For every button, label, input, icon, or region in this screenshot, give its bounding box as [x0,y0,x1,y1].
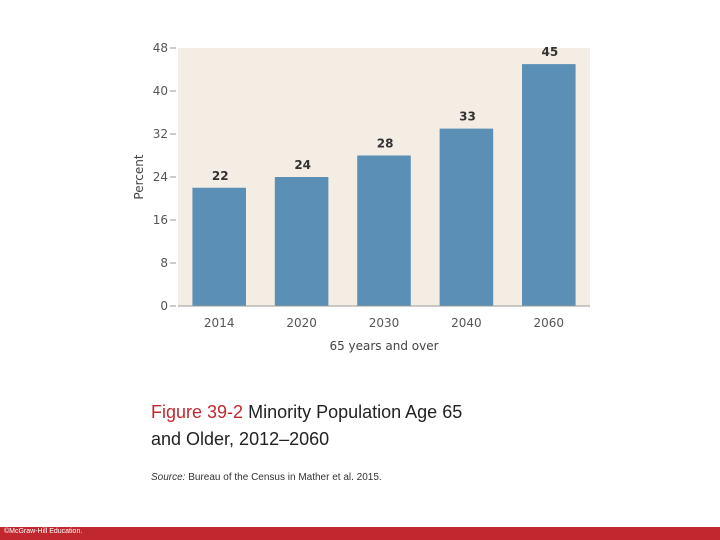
data-label-2030: 28 [377,137,394,151]
bar-2030 [357,155,411,306]
figure-title-line2: and Older, 2012–2060 [151,429,330,449]
bar-chart: 0 8 16 24 32 40 48 22 24 28 33 45 2014 2020 2030 2040… [132,41,590,353]
bar-2014 [192,187,246,306]
source-label: Source: [151,472,186,483]
x-tick-label-2020: 2020 [286,316,317,330]
x-tick-label-2040: 2040 [451,316,482,330]
y-tick-label-48: 48 [153,41,168,55]
bars [192,64,576,306]
source-note: Source: Bureau of the Census in Mather e… [151,472,382,483]
copyright-text: ©McGraw-Hill Education. [4,528,83,535]
y-tick-label-24: 24 [153,170,168,184]
data-label-2014: 22 [212,169,229,183]
figure-number: Figure 39-2 [151,402,244,422]
y-axis-ticks: 0 8 16 24 32 40 48 [153,41,176,313]
x-axis-ticks: 2014 2020 2030 2040 2060 [204,316,564,330]
bar-2020 [274,177,329,306]
figure-caption: Figure 39-2 Minority Population Age 65 a… [151,399,591,453]
y-axis-label: Percent [132,154,146,199]
footer-bar: ©McGraw-Hill Education. [0,527,720,540]
y-tick-label-0: 0 [160,299,168,313]
data-label-2020: 24 [294,158,311,172]
y-tick-label-40: 40 [153,84,168,98]
y-tick-label-8: 8 [160,256,168,270]
x-tick-label-2060: 2060 [534,316,565,330]
x-axis-label: 65 years and over [329,339,438,353]
source-text: Bureau of the Census in Mather et al. 20… [188,472,382,483]
bar-2060 [522,64,576,306]
y-tick-label-16: 16 [153,213,168,227]
bar-2040 [439,128,494,306]
y-tick-label-32: 32 [153,127,168,141]
figure-title-line1: Minority Population Age 65 [248,402,463,422]
x-tick-label-2030: 2030 [369,316,400,330]
x-tick-label-2014: 2014 [204,316,235,330]
data-label-2060: 45 [542,45,559,59]
data-label-2040: 33 [459,110,476,124]
data-labels: 22 24 28 33 45 [212,45,558,183]
